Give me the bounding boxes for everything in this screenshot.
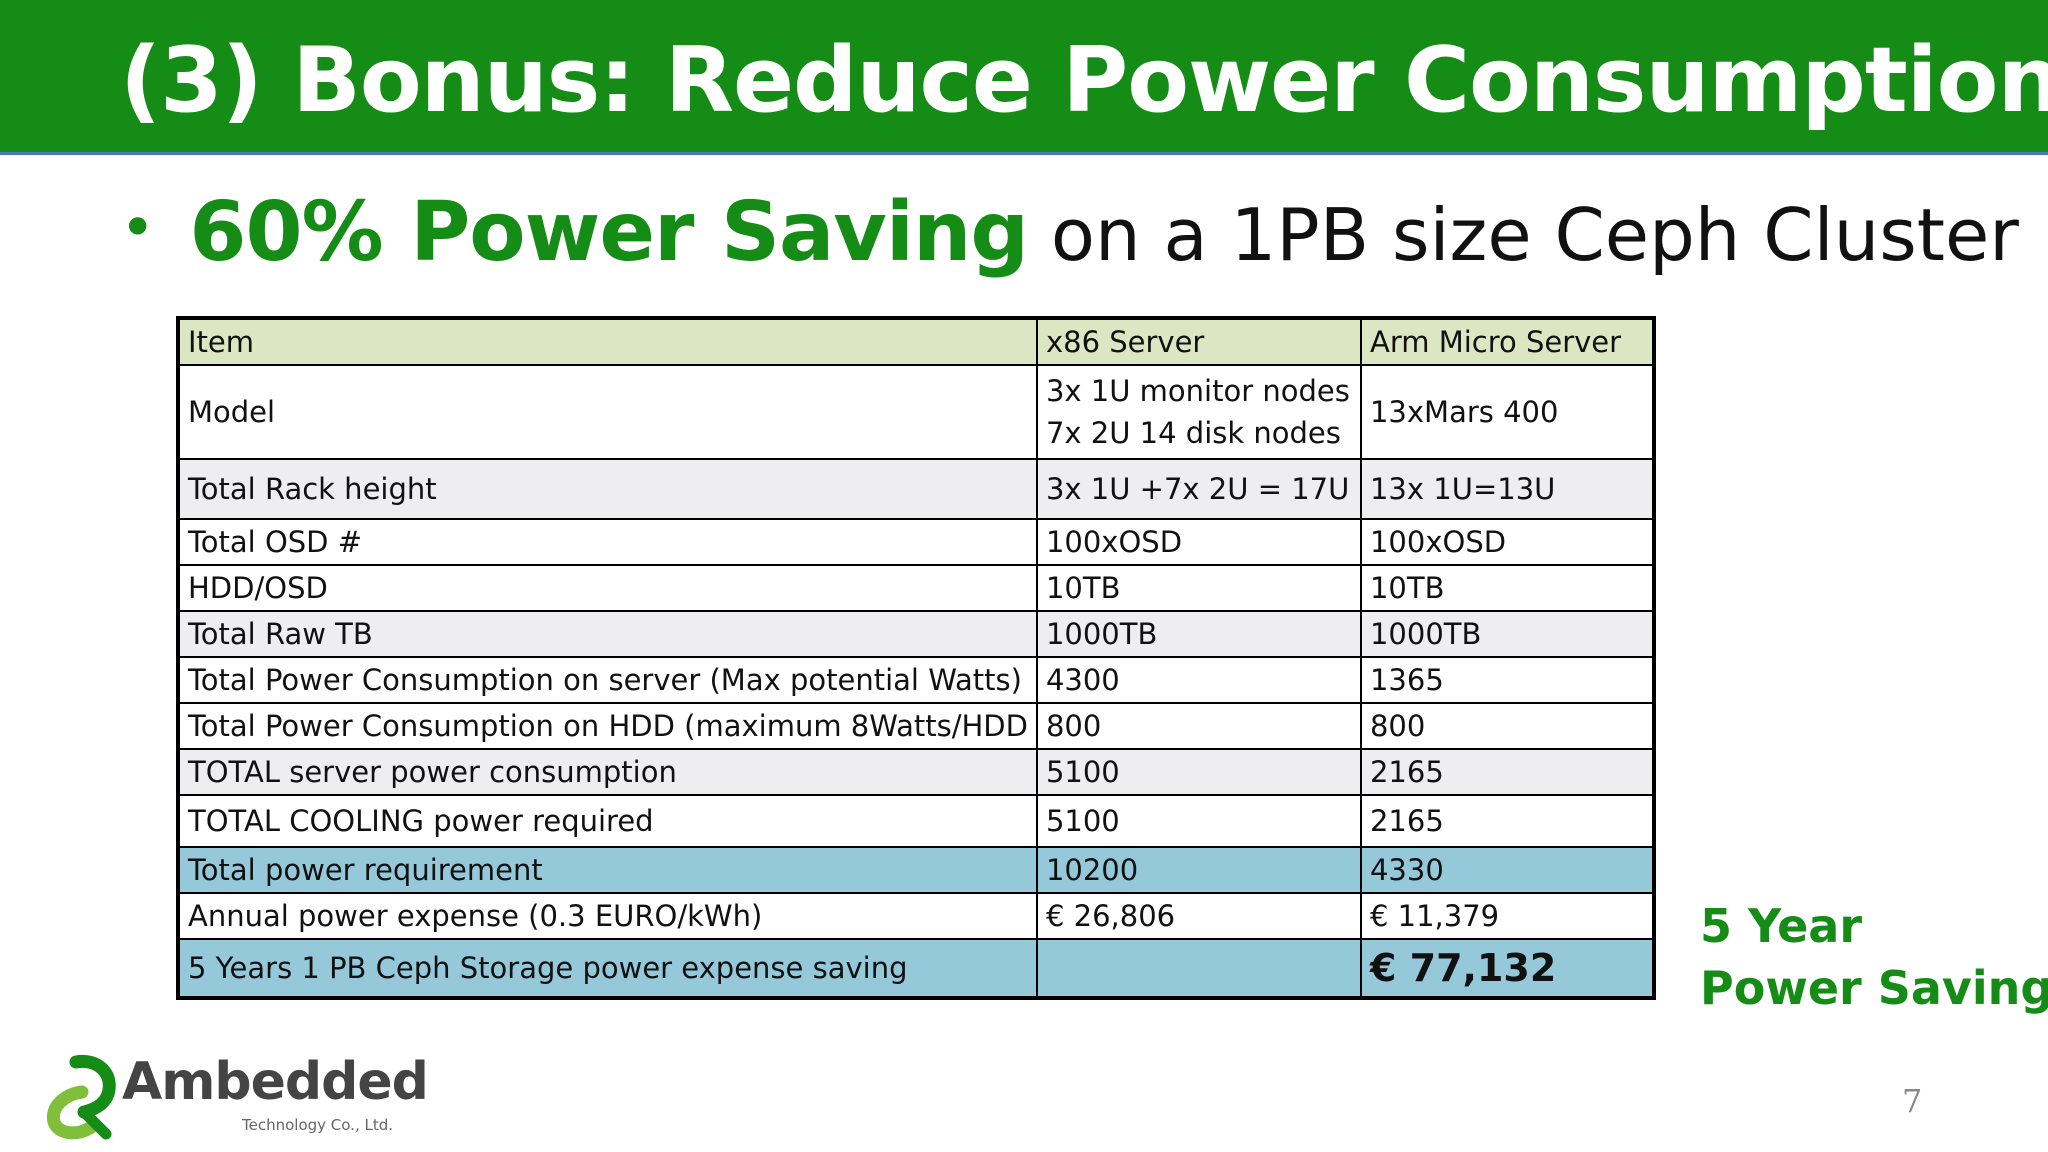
cell-arm: 13x 1U=13U (1359, 458, 1656, 520)
table-row-power-hdd: Total Power Consumption on HDD (maximum … (177, 702, 1656, 750)
table-row-rack-height: Total Rack height 3x 1U +7x 2U = 17U 13x… (177, 458, 1656, 520)
cell-x86: 3x 1U monitor nodes 7x 2U 14 disk nodes (1035, 364, 1362, 460)
cell-arm: 1365 (1359, 656, 1656, 704)
cell-arm: 2165 (1359, 748, 1656, 796)
cell-item: HDD/OSD (177, 564, 1038, 612)
cell-x86: 5100 (1035, 748, 1362, 796)
cell-x86-line2: 7x 2U 14 disk nodes (1045, 416, 1341, 450)
table-row-total-server-power: TOTAL server power consumption 5100 2165 (177, 748, 1656, 796)
bullet-text: on a 1PB size Ceph Cluster (1050, 193, 2019, 277)
cell-x86-line1: 3x 1U monitor nodes (1045, 374, 1350, 408)
table-row-total-osd: Total OSD # 100xOSD 100xOSD (177, 518, 1656, 566)
cell-x86: 10200 (1035, 846, 1362, 894)
cell-item: Total Power Consumption on HDD (maximum … (177, 702, 1038, 750)
header-arm: Arm Micro Server (1359, 317, 1656, 366)
table-row-hdd-osd: HDD/OSD 10TB 10TB (177, 564, 1656, 612)
cell-x86 (1035, 938, 1362, 999)
side-note-line2: Power Saving (1700, 961, 2048, 1015)
header-item: Item (177, 317, 1038, 366)
logo-brand-name: Ambedded (122, 1052, 429, 1112)
page-number: 7 (1902, 1082, 1923, 1120)
cell-x86: 1000TB (1035, 610, 1362, 658)
cell-item: TOTAL server power consumption (177, 748, 1038, 796)
cell-arm-saving: € 77,132 (1359, 938, 1656, 999)
cell-item: Model (177, 364, 1038, 460)
table-row-cooling: TOTAL COOLING power required 5100 2165 (177, 794, 1656, 848)
cell-x86: 3x 1U +7x 2U = 17U (1035, 458, 1362, 520)
cell-arm: € 11,379 (1359, 892, 1656, 940)
table-row-annual-expense: Annual power expense (0.3 EURO/kWh) € 26… (177, 892, 1656, 940)
title-bar: (3) Bonus: Reduce Power Consumption (0, 0, 2048, 155)
cell-item: Total OSD # (177, 518, 1038, 566)
cell-item: Total Power Consumption on server (Max p… (177, 656, 1038, 704)
ambedded-logo-icon (46, 1054, 116, 1140)
cell-arm: 2165 (1359, 794, 1656, 848)
cell-item: Total Rack height (177, 458, 1038, 520)
slide-title: (3) Bonus: Reduce Power Consumption (120, 28, 2048, 133)
table-header-row: Item x86 Server Arm Micro Server (177, 317, 1656, 366)
cell-x86: 5100 (1035, 794, 1362, 848)
cell-item: Total Raw TB (177, 610, 1038, 658)
cell-x86: € 26,806 (1035, 892, 1362, 940)
cell-item: Total power requirement (177, 846, 1038, 894)
table-row-model: Model 3x 1U monitor nodes 7x 2U 14 disk … (177, 364, 1656, 460)
cell-arm: 10TB (1359, 564, 1656, 612)
cell-arm: 800 (1359, 702, 1656, 750)
side-note-line1: 5 Year (1700, 899, 1863, 953)
cell-item: 5 Years 1 PB Ceph Storage power expense … (177, 938, 1038, 999)
side-note: 5 Year Power Saving (1700, 895, 2048, 1019)
cell-item: TOTAL COOLING power required (177, 794, 1038, 848)
cell-arm: 100xOSD (1359, 518, 1656, 566)
bullet-line: • 60% Power Saving on a 1PB size Ceph Clu… (120, 185, 2019, 280)
cell-x86: 100xOSD (1035, 518, 1362, 566)
cell-arm: 13xMars 400 (1359, 364, 1656, 460)
cell-x86: 800 (1035, 702, 1362, 750)
cell-x86: 4300 (1035, 656, 1362, 704)
cell-arm: 1000TB (1359, 610, 1656, 658)
table-row-raw-tb: Total Raw TB 1000TB 1000TB (177, 610, 1656, 658)
table-row-five-year-saving: 5 Years 1 PB Ceph Storage power expense … (177, 938, 1656, 999)
bullet-emphasis: 60% Power Saving (189, 185, 1029, 280)
header-x86: x86 Server (1035, 317, 1362, 366)
table-row-total-requirement: Total power requirement 10200 4330 (177, 846, 1656, 894)
company-logo: Ambedded Technology Co., Ltd. (36, 1052, 429, 1142)
bullet-marker: • (120, 193, 156, 263)
comparison-table: Item x86 Server Arm Micro Server Model 3… (176, 316, 1656, 1000)
table-row-power-server: Total Power Consumption on server (Max p… (177, 656, 1656, 704)
cell-x86: 10TB (1035, 564, 1362, 612)
cell-item: Annual power expense (0.3 EURO/kWh) (177, 892, 1038, 940)
cell-arm: 4330 (1359, 846, 1656, 894)
logo-subtitle: Technology Co., Ltd. (242, 1116, 394, 1134)
